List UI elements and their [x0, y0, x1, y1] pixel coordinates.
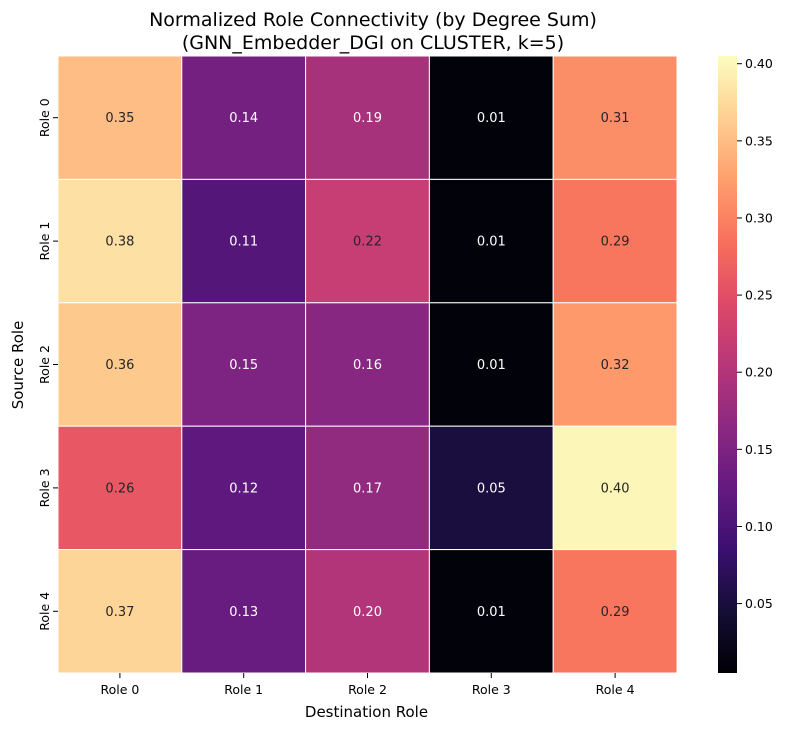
chart-title-line1: Normalized Role Connectivity (by Degree … — [149, 9, 597, 31]
heatmap-cell — [552, 425, 678, 551]
heatmap-cell — [305, 549, 430, 674]
cell-value-label: 0.11 — [229, 235, 258, 250]
y-tick-label: Role 0 — [37, 98, 52, 137]
colorbar-tick-label: 0.40 — [745, 56, 773, 71]
heatmap-cell — [428, 302, 554, 427]
colorbar-tick-label: 0.35 — [745, 133, 773, 148]
cell-value-label: 0.36 — [105, 358, 134, 373]
colorbar-tick-label: 0.05 — [745, 596, 773, 611]
colorbar-ticks: 0.05 0.10 0.15 0.20 0.25 0.30 0.35 0.40 — [737, 56, 773, 611]
cell-value-label: 0.26 — [105, 481, 134, 496]
x-tick-label: Role 1 — [224, 682, 263, 697]
cell-value-label: 0.16 — [353, 358, 382, 373]
cell-value-label: 0.37 — [105, 605, 134, 620]
y-axis-label: Source Role — [9, 321, 27, 410]
cell-value-label: 0.19 — [353, 111, 382, 126]
heatmap-cell — [552, 302, 678, 427]
heatmap-cell — [181, 55, 307, 180]
colorbar-tick-label: 0.15 — [745, 442, 773, 457]
cell-value-label: 0.01 — [477, 111, 506, 126]
cell-value-label: 0.22 — [353, 235, 382, 250]
colorbar — [718, 56, 737, 673]
heatmap-cell — [57, 178, 183, 304]
heatmap-cell — [305, 425, 430, 551]
cell-value-label: 0.13 — [229, 605, 258, 620]
chart-title-line2: (GNN_Embedder_DGI on CLUSTER, k=5) — [182, 32, 564, 54]
cell-value-label: 0.12 — [229, 481, 258, 496]
cell-value-label: 0.20 — [353, 605, 382, 620]
heatmap-cell — [181, 425, 307, 551]
y-axis-ticks: Role 0 Role 1 Role 2 Role 3 Role 4 — [37, 98, 58, 631]
heatmap-cell — [428, 55, 554, 180]
cell-value-label: 0.01 — [477, 605, 506, 620]
heatmap-cell — [181, 549, 307, 674]
colorbar-tick-label: 0.10 — [745, 519, 773, 534]
heatmap-cell — [57, 55, 183, 180]
cell-value-label: 0.01 — [477, 358, 506, 373]
x-axis-label: Destination Role — [305, 703, 428, 721]
y-tick-label: Role 3 — [37, 468, 52, 507]
heatmap-cell — [428, 425, 554, 551]
y-tick-label: Role 4 — [37, 592, 52, 631]
heatmap-cell — [181, 302, 307, 427]
heatmap-cell — [305, 302, 430, 427]
cell-value-label: 0.17 — [353, 481, 382, 496]
cell-value-label: 0.29 — [601, 235, 630, 250]
cell-value-label: 0.29 — [601, 605, 630, 620]
cell-value-label: 0.15 — [229, 358, 258, 373]
heatmap-cells: 0.35 0.14 0.19 0.01 0.31 0.38 0.11 0.22 0.01 0.29… — [57, 55, 678, 674]
heatmap-cell — [305, 55, 430, 180]
heatmap-cell — [552, 549, 678, 674]
cell-value-label: 0.40 — [601, 481, 630, 496]
cell-value-label: 0.05 — [477, 481, 506, 496]
colorbar-tick-label: 0.25 — [745, 288, 773, 303]
y-tick-label: Role 1 — [37, 222, 52, 261]
colorbar-tick-label: 0.30 — [745, 210, 773, 225]
heatmap-cell — [552, 178, 678, 304]
heatmap-cell — [57, 549, 183, 674]
cell-value-label: 0.14 — [229, 111, 258, 126]
colorbar-tick-label: 0.20 — [745, 365, 773, 380]
y-tick-label: Role 2 — [37, 345, 52, 384]
x-tick-label: Role 4 — [596, 682, 635, 697]
x-tick-label: Role 3 — [472, 682, 511, 697]
heatmap-cell — [305, 178, 430, 304]
cell-value-label: 0.31 — [601, 111, 630, 126]
x-axis-ticks: Role 0 Role 1 Role 2 Role 3 Role 4 — [100, 673, 635, 697]
heatmap-cell — [552, 55, 678, 180]
cell-value-label: 0.32 — [601, 358, 630, 373]
cell-value-label: 0.38 — [105, 235, 134, 250]
x-tick-label: Role 0 — [100, 682, 139, 697]
cell-value-label: 0.01 — [477, 235, 506, 250]
x-tick-label: Role 2 — [348, 682, 387, 697]
cell-value-label: 0.35 — [105, 111, 134, 126]
